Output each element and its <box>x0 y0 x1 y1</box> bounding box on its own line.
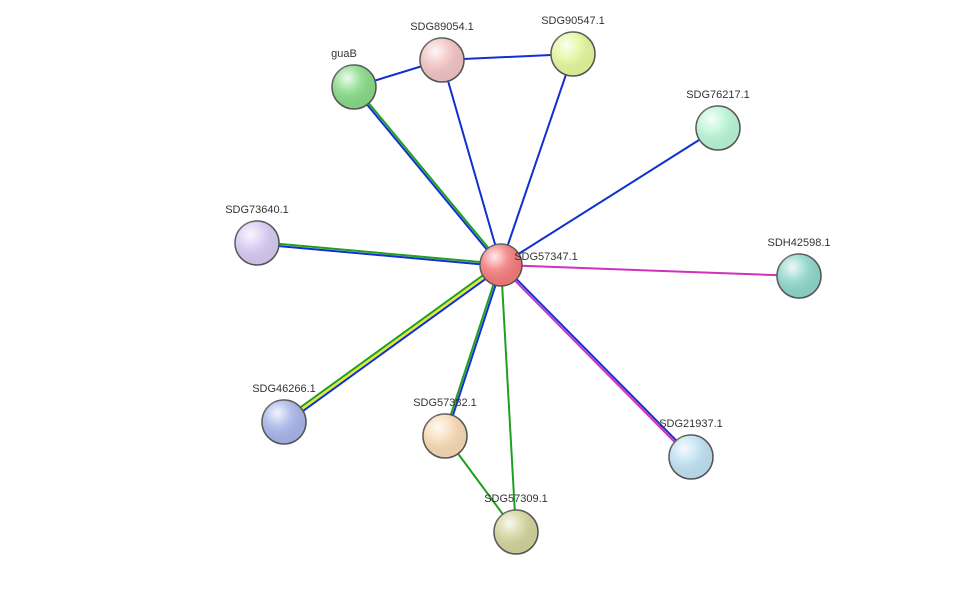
node-guaB[interactable] <box>332 65 376 109</box>
edge <box>501 128 718 265</box>
node-label: SDG57309.1 <box>484 493 548 505</box>
node-SDG89054.1[interactable] <box>420 38 464 82</box>
edge <box>355 86 502 264</box>
edge <box>442 60 501 265</box>
node-SDG90547.1[interactable] <box>551 32 595 76</box>
node-label: SDG73640.1 <box>225 204 289 216</box>
node-SDG73640.1[interactable] <box>235 221 279 265</box>
edge <box>257 242 501 264</box>
node-label: SDG76217.1 <box>686 89 750 101</box>
node-label: SDG46266.1 <box>252 383 316 395</box>
node-label: SDG57382.1 <box>413 397 477 409</box>
labels-layer: SDG57347.1 SDG89054.1 SDG90547.1 guaB SDG762… <box>225 15 830 505</box>
edge <box>353 88 500 266</box>
network-graph: SDG57347.1 SDG89054.1 SDG90547.1 guaB SDG762… <box>0 0 976 603</box>
node-SDG57309.1[interactable] <box>494 510 538 554</box>
node-label: SDG90547.1 <box>541 15 605 27</box>
edge <box>446 265 502 436</box>
edge <box>444 265 500 436</box>
node-label: SDG21937.1 <box>659 418 723 430</box>
edge <box>257 244 501 266</box>
edge <box>501 265 516 532</box>
node-SDG76217.1[interactable] <box>696 106 740 150</box>
node-label: SDH42598.1 <box>768 237 831 249</box>
node-SDH42598.1[interactable] <box>777 254 821 298</box>
node-SDG21937.1[interactable] <box>669 435 713 479</box>
node-SDG46266.1[interactable] <box>262 400 306 444</box>
edge <box>501 265 799 276</box>
node-SDG57382.1[interactable] <box>423 414 467 458</box>
node-label: guaB <box>331 48 357 60</box>
node-label: SDG57347.1 <box>514 251 578 263</box>
edge <box>501 54 573 265</box>
node-label: SDG89054.1 <box>410 21 474 33</box>
